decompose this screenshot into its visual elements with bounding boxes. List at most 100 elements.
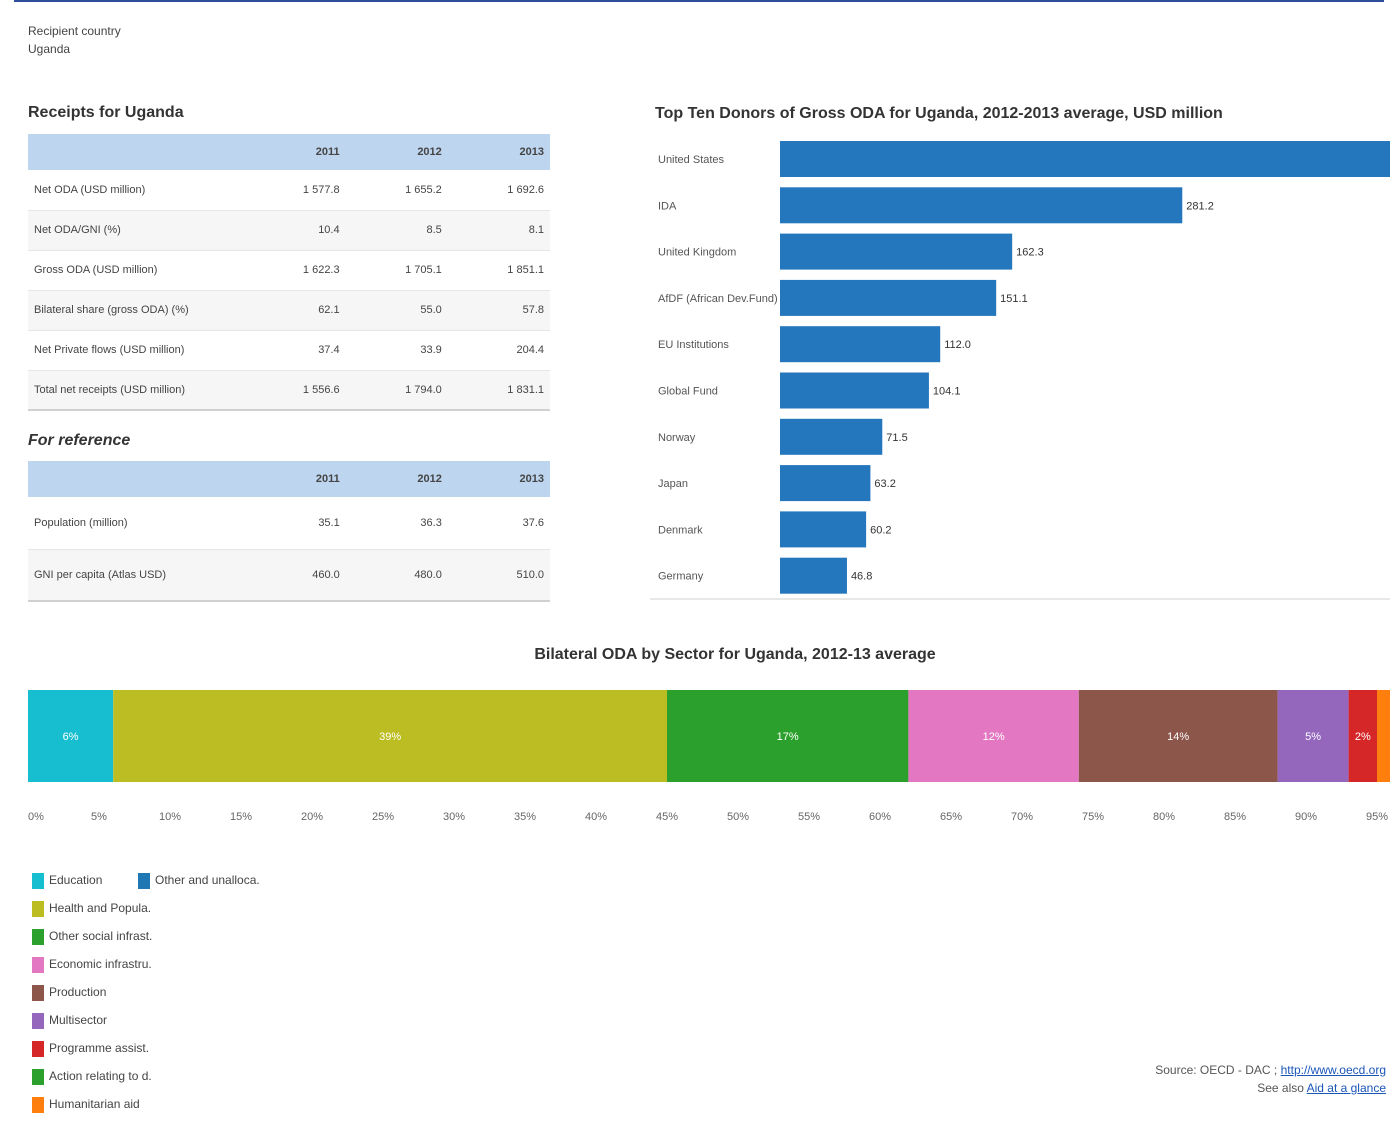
donor-bar bbox=[780, 557, 847, 594]
sector-segment bbox=[113, 690, 667, 782]
legend-item[interactable]: Humanitarian aid bbox=[32, 1095, 140, 1113]
table-row: Net Private flows (USD million) 37.4 33.9 2… bbox=[28, 330, 550, 371]
table-cell: 1 622.3 bbox=[243, 250, 346, 291]
legend-label: Multisector bbox=[49, 1013, 108, 1027]
category-label: Japan bbox=[658, 478, 688, 490]
recipient-label: Recipient country bbox=[28, 24, 121, 38]
legend-label: Humanitarian aid bbox=[49, 1097, 140, 1111]
sector-segment bbox=[1348, 690, 1377, 782]
table-cell: 8.1 bbox=[447, 210, 550, 251]
bar-value-label: 63.2 bbox=[874, 478, 895, 490]
table-cell: 480.0 bbox=[345, 549, 448, 602]
table-cell: 1 692.6 bbox=[447, 170, 550, 211]
legend-item[interactable]: Economic infrastru. bbox=[32, 955, 152, 973]
table-cell: 62.1 bbox=[243, 290, 346, 331]
axis-tick-label: 65% bbox=[940, 811, 962, 823]
axis-tick-label: 20% bbox=[301, 811, 323, 823]
donor-bar bbox=[780, 511, 867, 548]
top-border bbox=[14, 0, 1384, 2]
segment-label: 2% bbox=[1355, 731, 1371, 743]
category-label: United Kingdom bbox=[658, 247, 736, 259]
see-also-line: See also Aid at a glance bbox=[1155, 1079, 1386, 1097]
row-label: Population (million) bbox=[28, 497, 244, 550]
source-prefix: Source: OECD - DAC ; bbox=[1155, 1063, 1281, 1077]
row-label: Net ODA/GNI (%) bbox=[28, 210, 244, 251]
table-cell: 33.9 bbox=[345, 330, 448, 371]
axis-tick-label: 85% bbox=[1224, 811, 1246, 823]
legend-item[interactable]: Production bbox=[32, 983, 106, 1001]
category-label: EU Institutions bbox=[658, 339, 729, 351]
receipts-header-row: 2011 2012 2013 bbox=[28, 134, 550, 170]
legend-item[interactable]: Health and Popula. bbox=[32, 899, 151, 917]
legend-label: Programme assist. bbox=[49, 1041, 150, 1055]
table-cell: 35.1 bbox=[243, 497, 346, 550]
recipient-value: Uganda bbox=[28, 42, 71, 56]
bar-value-label: 104.1 bbox=[933, 386, 961, 398]
recipient-block: Recipient country Uganda bbox=[28, 22, 121, 58]
table-cell: 1 851.1 bbox=[447, 250, 550, 291]
row-label: Net Private flows (USD million) bbox=[28, 330, 244, 371]
reference-title: For reference bbox=[28, 432, 131, 449]
legend-item[interactable]: Programme assist. bbox=[32, 1039, 149, 1057]
table-row: GNI per capita (Atlas USD) 460.0 480.0 510.… bbox=[28, 549, 550, 602]
category-label: United States bbox=[658, 154, 725, 166]
row-label: Net ODA (USD million) bbox=[28, 170, 244, 211]
legend-item[interactable]: Other social infrast. bbox=[32, 927, 152, 945]
table-cell: 1 577.8 bbox=[243, 170, 346, 211]
table-cell: 37.4 bbox=[243, 330, 346, 371]
donor-bar bbox=[780, 233, 1013, 270]
column-header: 2012 bbox=[345, 461, 448, 497]
axis-tick-label: 10% bbox=[159, 811, 181, 823]
table-row: Bilateral share (gross ODA) (%) 62.1 55.0 5… bbox=[28, 290, 550, 331]
donor-chart-title: Top Ten Donors of Gross ODA for Uganda, … bbox=[655, 105, 1223, 122]
table-cell: 36.3 bbox=[345, 497, 448, 550]
axis-tick-label: 80% bbox=[1153, 811, 1175, 823]
table-row: Total net receipts (USD million) 1 556.6 1… bbox=[28, 370, 550, 411]
category-label: Norway bbox=[658, 432, 696, 444]
table-row: Gross ODA (USD million) 1 622.3 1 705.1 1 8… bbox=[28, 250, 550, 291]
legend-label: Action relating to d. bbox=[49, 1069, 152, 1083]
legend-item[interactable]: Other and unalloca. bbox=[138, 871, 260, 889]
axis-tick-label: 25% bbox=[372, 811, 394, 823]
axis-tick-label: 0% bbox=[28, 811, 44, 823]
row-label: Total net receipts (USD million) bbox=[28, 370, 244, 411]
category-label: Global Fund bbox=[658, 386, 718, 398]
axis-tick-label: 95% bbox=[1366, 811, 1388, 823]
donor-bar bbox=[780, 465, 871, 502]
table-cell: 460.0 bbox=[243, 549, 346, 602]
bar-value-label: 281.2 bbox=[1186, 200, 1214, 212]
receipts-title: Receipts for Uganda bbox=[28, 104, 184, 121]
legend-label: Education bbox=[49, 873, 103, 887]
axis-tick-label: 55% bbox=[798, 811, 820, 823]
legend-item[interactable]: Education bbox=[32, 871, 102, 889]
table-cell: 37.6 bbox=[447, 497, 550, 550]
source-link[interactable]: http://www.oecd.org bbox=[1280, 1063, 1386, 1077]
donor-bar bbox=[780, 418, 883, 455]
sector-segment bbox=[28, 690, 114, 782]
legend-item[interactable]: Action relating to d. bbox=[32, 1067, 152, 1085]
reference-table: 2011 2012 2013 Population (million) 35.1 36.3… bbox=[28, 461, 550, 602]
axis-tick-label: 35% bbox=[514, 811, 536, 823]
sector-chart: 6% 39% 17% 12% 14% 5% 2% 0% 5% 10% 15% 20% 25% 30% 35%… bbox=[28, 690, 1390, 823]
column-header: 2011 bbox=[243, 134, 346, 170]
legend-swatch bbox=[32, 1096, 44, 1113]
bar-value-label: 71.5 bbox=[886, 432, 907, 444]
sector-segment bbox=[1078, 690, 1278, 782]
see-also-link[interactable]: Aid at a glance bbox=[1306, 1081, 1386, 1095]
segment-label: 5% bbox=[1305, 731, 1321, 743]
table-cell: 1 655.2 bbox=[345, 170, 448, 211]
legend-swatch bbox=[32, 928, 44, 945]
category-label: AfDF (African Dev.Fund) bbox=[658, 293, 778, 305]
legend-item[interactable]: Multisector bbox=[32, 1011, 107, 1029]
segment-label: 6% bbox=[63, 731, 79, 743]
sector-chart-title: Bilateral ODA by Sector for Uganda, 2012… bbox=[534, 646, 936, 663]
donor-bar bbox=[780, 372, 929, 409]
row-label: Bilateral share (gross ODA) (%) bbox=[28, 290, 244, 331]
column-header: 2011 bbox=[243, 461, 346, 497]
bar-value-label: 151.1 bbox=[1000, 293, 1028, 305]
table-cell: 10.4 bbox=[243, 210, 346, 251]
legend-swatch bbox=[32, 872, 44, 889]
axis-tick-label: 90% bbox=[1295, 811, 1317, 823]
sector-segment bbox=[908, 690, 1079, 782]
segment-label: 39% bbox=[379, 731, 401, 743]
